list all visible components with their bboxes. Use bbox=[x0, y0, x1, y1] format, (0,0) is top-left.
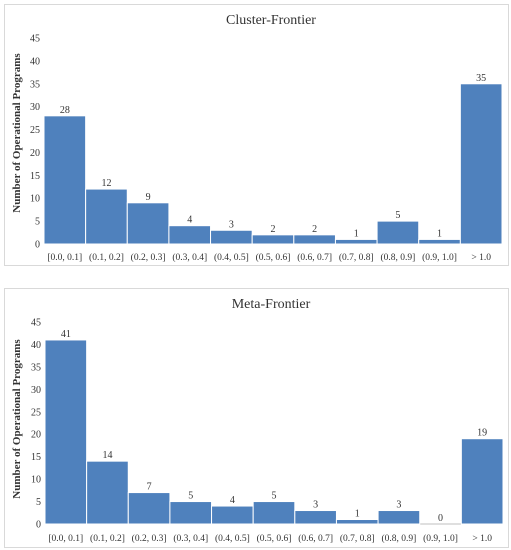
bar bbox=[293, 234, 336, 245]
bar-value-label: 3 bbox=[313, 500, 318, 511]
y-tick-label: 45 bbox=[30, 34, 40, 45]
bar-value-label: 9 bbox=[146, 192, 151, 203]
x-tick-label: (0.2, 0.3] bbox=[131, 252, 166, 263]
y-tick-label: 30 bbox=[31, 385, 41, 396]
bar bbox=[127, 492, 171, 525]
data-labels: 28 12 9 4 3 2 2 1 5 1 35 bbox=[60, 73, 486, 240]
x-tick-label: (0.7, 0.8] bbox=[340, 533, 375, 544]
y-tick-label: 15 bbox=[30, 171, 40, 182]
x-tick-label: (0.6, 0.7] bbox=[297, 252, 332, 263]
chart-title: Cluster-Frontier bbox=[226, 13, 316, 28]
x-tick-label: > 1.0 bbox=[471, 253, 491, 263]
bar bbox=[126, 202, 170, 245]
y-tick-label: 0 bbox=[35, 240, 40, 251]
bar bbox=[210, 229, 253, 245]
bar-value-label: 35 bbox=[476, 73, 486, 84]
bar bbox=[86, 460, 129, 525]
bar bbox=[294, 510, 337, 525]
bar-value-label: 2 bbox=[271, 224, 276, 235]
x-tick-label: (0.3, 0.4] bbox=[172, 252, 207, 263]
x-tick-label: (0.3, 0.4] bbox=[173, 533, 208, 544]
bar bbox=[376, 220, 420, 245]
bar-value-label: 1 bbox=[354, 228, 359, 239]
y-tick-label: 20 bbox=[30, 148, 40, 159]
x-tick-label: (0.5, 0.6] bbox=[256, 252, 291, 263]
y-tick-label: 45 bbox=[31, 318, 41, 329]
x-tick-label: (0.7, 0.8] bbox=[339, 252, 374, 263]
bar bbox=[44, 339, 88, 525]
bar bbox=[169, 501, 213, 525]
y-tick-label: 35 bbox=[30, 79, 40, 90]
x-tick-label: [0.0, 0.1] bbox=[48, 534, 83, 544]
data-labels: 41 14 7 5 4 5 3 1 3 0 19 bbox=[61, 329, 487, 524]
bar-value-label: 1 bbox=[355, 509, 360, 520]
bar-value-label: 41 bbox=[61, 329, 71, 340]
x-tick-label: (0.5, 0.6] bbox=[257, 533, 292, 544]
bar bbox=[251, 234, 295, 245]
y-tick-label: 35 bbox=[31, 362, 41, 373]
bars bbox=[43, 83, 503, 245]
bar bbox=[252, 501, 296, 525]
bar bbox=[43, 115, 87, 245]
bar-value-label: 7 bbox=[147, 482, 152, 493]
cluster-frontier-chart-panel: Cluster-Frontier Number of Operational P… bbox=[4, 4, 509, 266]
cluster-frontier-chart: Cluster-Frontier Number of Operational P… bbox=[11, 13, 503, 264]
bar-value-label: 4 bbox=[230, 495, 235, 506]
bars bbox=[44, 339, 504, 525]
bar-value-label: 3 bbox=[396, 500, 401, 511]
bar bbox=[334, 238, 378, 245]
bar bbox=[460, 438, 504, 525]
x-tick-label: [0.0, 0.1] bbox=[47, 253, 82, 263]
x-tick-label: (0.8, 0.9] bbox=[380, 252, 415, 263]
x-tick-label: > 1.0 bbox=[472, 534, 492, 544]
y-tick-label: 10 bbox=[31, 475, 41, 486]
x-tick-label: (0.4, 0.5] bbox=[215, 533, 250, 544]
y-axis-label: Number of Operational Programs bbox=[11, 53, 23, 213]
bar bbox=[335, 519, 379, 525]
y-tick-label: 5 bbox=[36, 497, 41, 508]
bar bbox=[211, 505, 254, 525]
x-tick-label: (0.2, 0.3] bbox=[132, 533, 167, 544]
y-tick-label: 40 bbox=[30, 56, 40, 67]
x-tick-label: (0.1, 0.2] bbox=[89, 252, 124, 263]
bar-value-label: 5 bbox=[188, 491, 193, 502]
bar-value-label: 0 bbox=[438, 513, 443, 524]
y-tick-label: 5 bbox=[35, 217, 40, 228]
y-tick-label: 40 bbox=[31, 340, 41, 351]
chart-title: Meta-Frontier bbox=[232, 297, 311, 312]
bar-value-label: 12 bbox=[101, 178, 111, 189]
x-tick-label: (0.9, 1.0] bbox=[423, 533, 458, 544]
bar-value-label: 4 bbox=[187, 215, 192, 226]
bar-value-label: 5 bbox=[395, 210, 400, 221]
x-tick-label: (0.8, 0.9] bbox=[381, 533, 416, 544]
bar bbox=[459, 83, 503, 245]
bar bbox=[418, 238, 461, 245]
x-tick-label: (0.6, 0.7] bbox=[298, 533, 333, 544]
y-tick-label: 10 bbox=[30, 194, 40, 205]
bar-value-label: 19 bbox=[477, 428, 487, 439]
y-tick-label: 25 bbox=[31, 407, 41, 418]
bar-value-label: 1 bbox=[437, 228, 442, 239]
bar bbox=[85, 188, 128, 245]
y-axis-label: Number of Operational Programs bbox=[11, 339, 23, 499]
meta-frontier-chart-panel: Meta-Frontier Number of Operational Prog… bbox=[4, 288, 509, 548]
bar-value-label: 3 bbox=[229, 219, 234, 230]
y-tick-label: 30 bbox=[30, 102, 40, 113]
y-tick-label: 0 bbox=[36, 520, 41, 531]
y-tick-label: 20 bbox=[31, 430, 41, 441]
bar-value-label: 28 bbox=[60, 105, 70, 116]
bar-value-label: 5 bbox=[272, 491, 277, 502]
meta-frontier-chart: Meta-Frontier Number of Operational Prog… bbox=[11, 297, 504, 545]
y-tick-label: 25 bbox=[30, 125, 40, 136]
x-tick-label: (0.9, 1.0] bbox=[422, 252, 457, 263]
x-tick-label: (0.1, 0.2] bbox=[90, 533, 125, 544]
bar bbox=[168, 225, 212, 245]
bar bbox=[377, 510, 421, 525]
x-tick-label: (0.4, 0.5] bbox=[214, 252, 249, 263]
y-tick-label: 15 bbox=[31, 452, 41, 463]
bar-value-label: 2 bbox=[312, 224, 317, 235]
bar-value-label: 14 bbox=[102, 450, 112, 461]
